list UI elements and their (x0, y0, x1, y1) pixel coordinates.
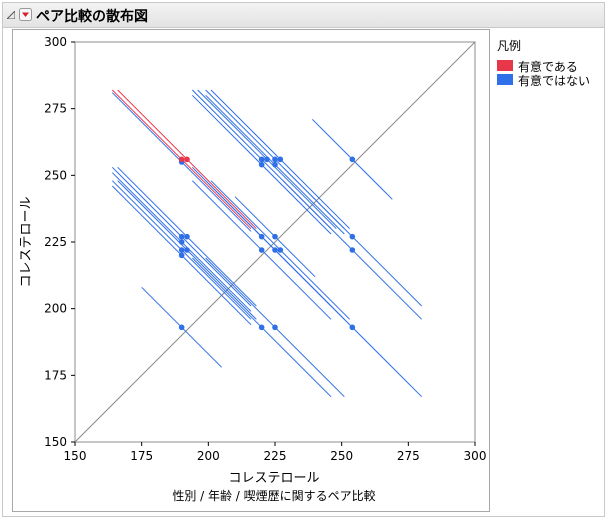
data-point[interactable] (178, 156, 185, 163)
y-tick-label: 275 (44, 102, 67, 116)
y-tick-label: 200 (44, 302, 67, 316)
data-point[interactable] (272, 233, 278, 240)
data-point[interactable] (272, 324, 278, 331)
legend-swatch-significant (497, 60, 513, 71)
y-axis-title: コレステロール (19, 196, 34, 287)
report-title: ペア比較の散布図 (36, 9, 148, 25)
data-point[interactable] (178, 252, 185, 259)
x-tick-label: 250 (330, 449, 353, 463)
data-point[interactable] (184, 233, 190, 240)
data-point[interactable] (272, 156, 278, 163)
legend-title: 凡例 (497, 39, 522, 53)
data-point[interactable] (277, 247, 284, 253)
data-point[interactable] (272, 247, 278, 253)
data-point[interactable] (349, 156, 356, 163)
data-point[interactable] (178, 239, 185, 245)
y-tick-label: 175 (44, 368, 67, 382)
data-point[interactable] (272, 161, 278, 168)
x-axis-title: コレステロール (228, 471, 319, 486)
legend-label-significant: 有意である (518, 60, 578, 74)
data-point[interactable] (258, 324, 265, 331)
data-point[interactable] (178, 247, 185, 253)
collapse-triangle-icon[interactable] (7, 11, 15, 19)
x-tick-label: 275 (397, 449, 420, 463)
legend-swatch-not-significant (497, 74, 513, 85)
y-tick-label: 250 (44, 168, 67, 182)
x-tick-label: 300 (464, 449, 487, 463)
x-tick-label: 200 (197, 449, 220, 463)
data-point[interactable] (258, 156, 265, 163)
data-point[interactable] (184, 247, 190, 253)
y-tick-label: 150 (44, 435, 67, 449)
data-point[interactable] (178, 324, 185, 331)
data-point[interactable] (258, 161, 265, 168)
x-tick-label: 175 (130, 449, 153, 463)
data-point[interactable] (178, 233, 185, 240)
y-tick-label: 225 (44, 235, 67, 249)
data-point[interactable] (349, 324, 356, 331)
red-dropdown-menu-icon[interactable] (19, 8, 32, 21)
data-point[interactable] (349, 233, 356, 240)
y-tick-label: 300 (44, 35, 67, 49)
diagonal-reference-line (74, 41, 476, 443)
x-tick-label: 150 (64, 449, 87, 463)
x-tick-label: 225 (264, 449, 287, 463)
report-title-bar[interactable]: ペア比較の散布図 (3, 3, 604, 28)
data-point[interactable] (277, 156, 284, 163)
data-point[interactable] (264, 156, 270, 163)
legend-label-not-significant: 有意ではない (518, 74, 591, 88)
data-point[interactable] (258, 233, 265, 240)
data-point[interactable] (258, 247, 265, 253)
x-axis-subtitle: 性別 / 年齢 / 喫煙歴に関するペア比較 (172, 488, 375, 503)
data-point[interactable] (349, 247, 356, 253)
data-point[interactable] (184, 156, 190, 163)
